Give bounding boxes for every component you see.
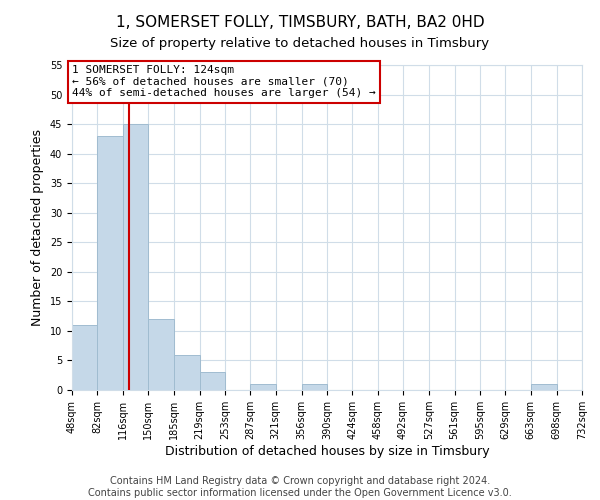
Text: Contains HM Land Registry data © Crown copyright and database right 2024.
Contai: Contains HM Land Registry data © Crown c… — [88, 476, 512, 498]
X-axis label: Distribution of detached houses by size in Timsbury: Distribution of detached houses by size … — [164, 445, 490, 458]
Bar — [97, 136, 123, 390]
Bar — [199, 372, 225, 390]
Bar — [250, 384, 275, 390]
Text: 1 SOMERSET FOLLY: 124sqm
← 56% of detached houses are smaller (70)
44% of semi-d: 1 SOMERSET FOLLY: 124sqm ← 56% of detach… — [72, 65, 376, 98]
Bar — [174, 354, 199, 390]
Text: 1, SOMERSET FOLLY, TIMSBURY, BATH, BA2 0HD: 1, SOMERSET FOLLY, TIMSBURY, BATH, BA2 0… — [116, 15, 484, 30]
Bar — [123, 124, 148, 390]
Bar — [148, 319, 174, 390]
Text: Size of property relative to detached houses in Timsbury: Size of property relative to detached ho… — [110, 38, 490, 51]
Bar — [72, 325, 97, 390]
Bar — [530, 384, 557, 390]
Y-axis label: Number of detached properties: Number of detached properties — [31, 129, 44, 326]
Bar — [302, 384, 327, 390]
